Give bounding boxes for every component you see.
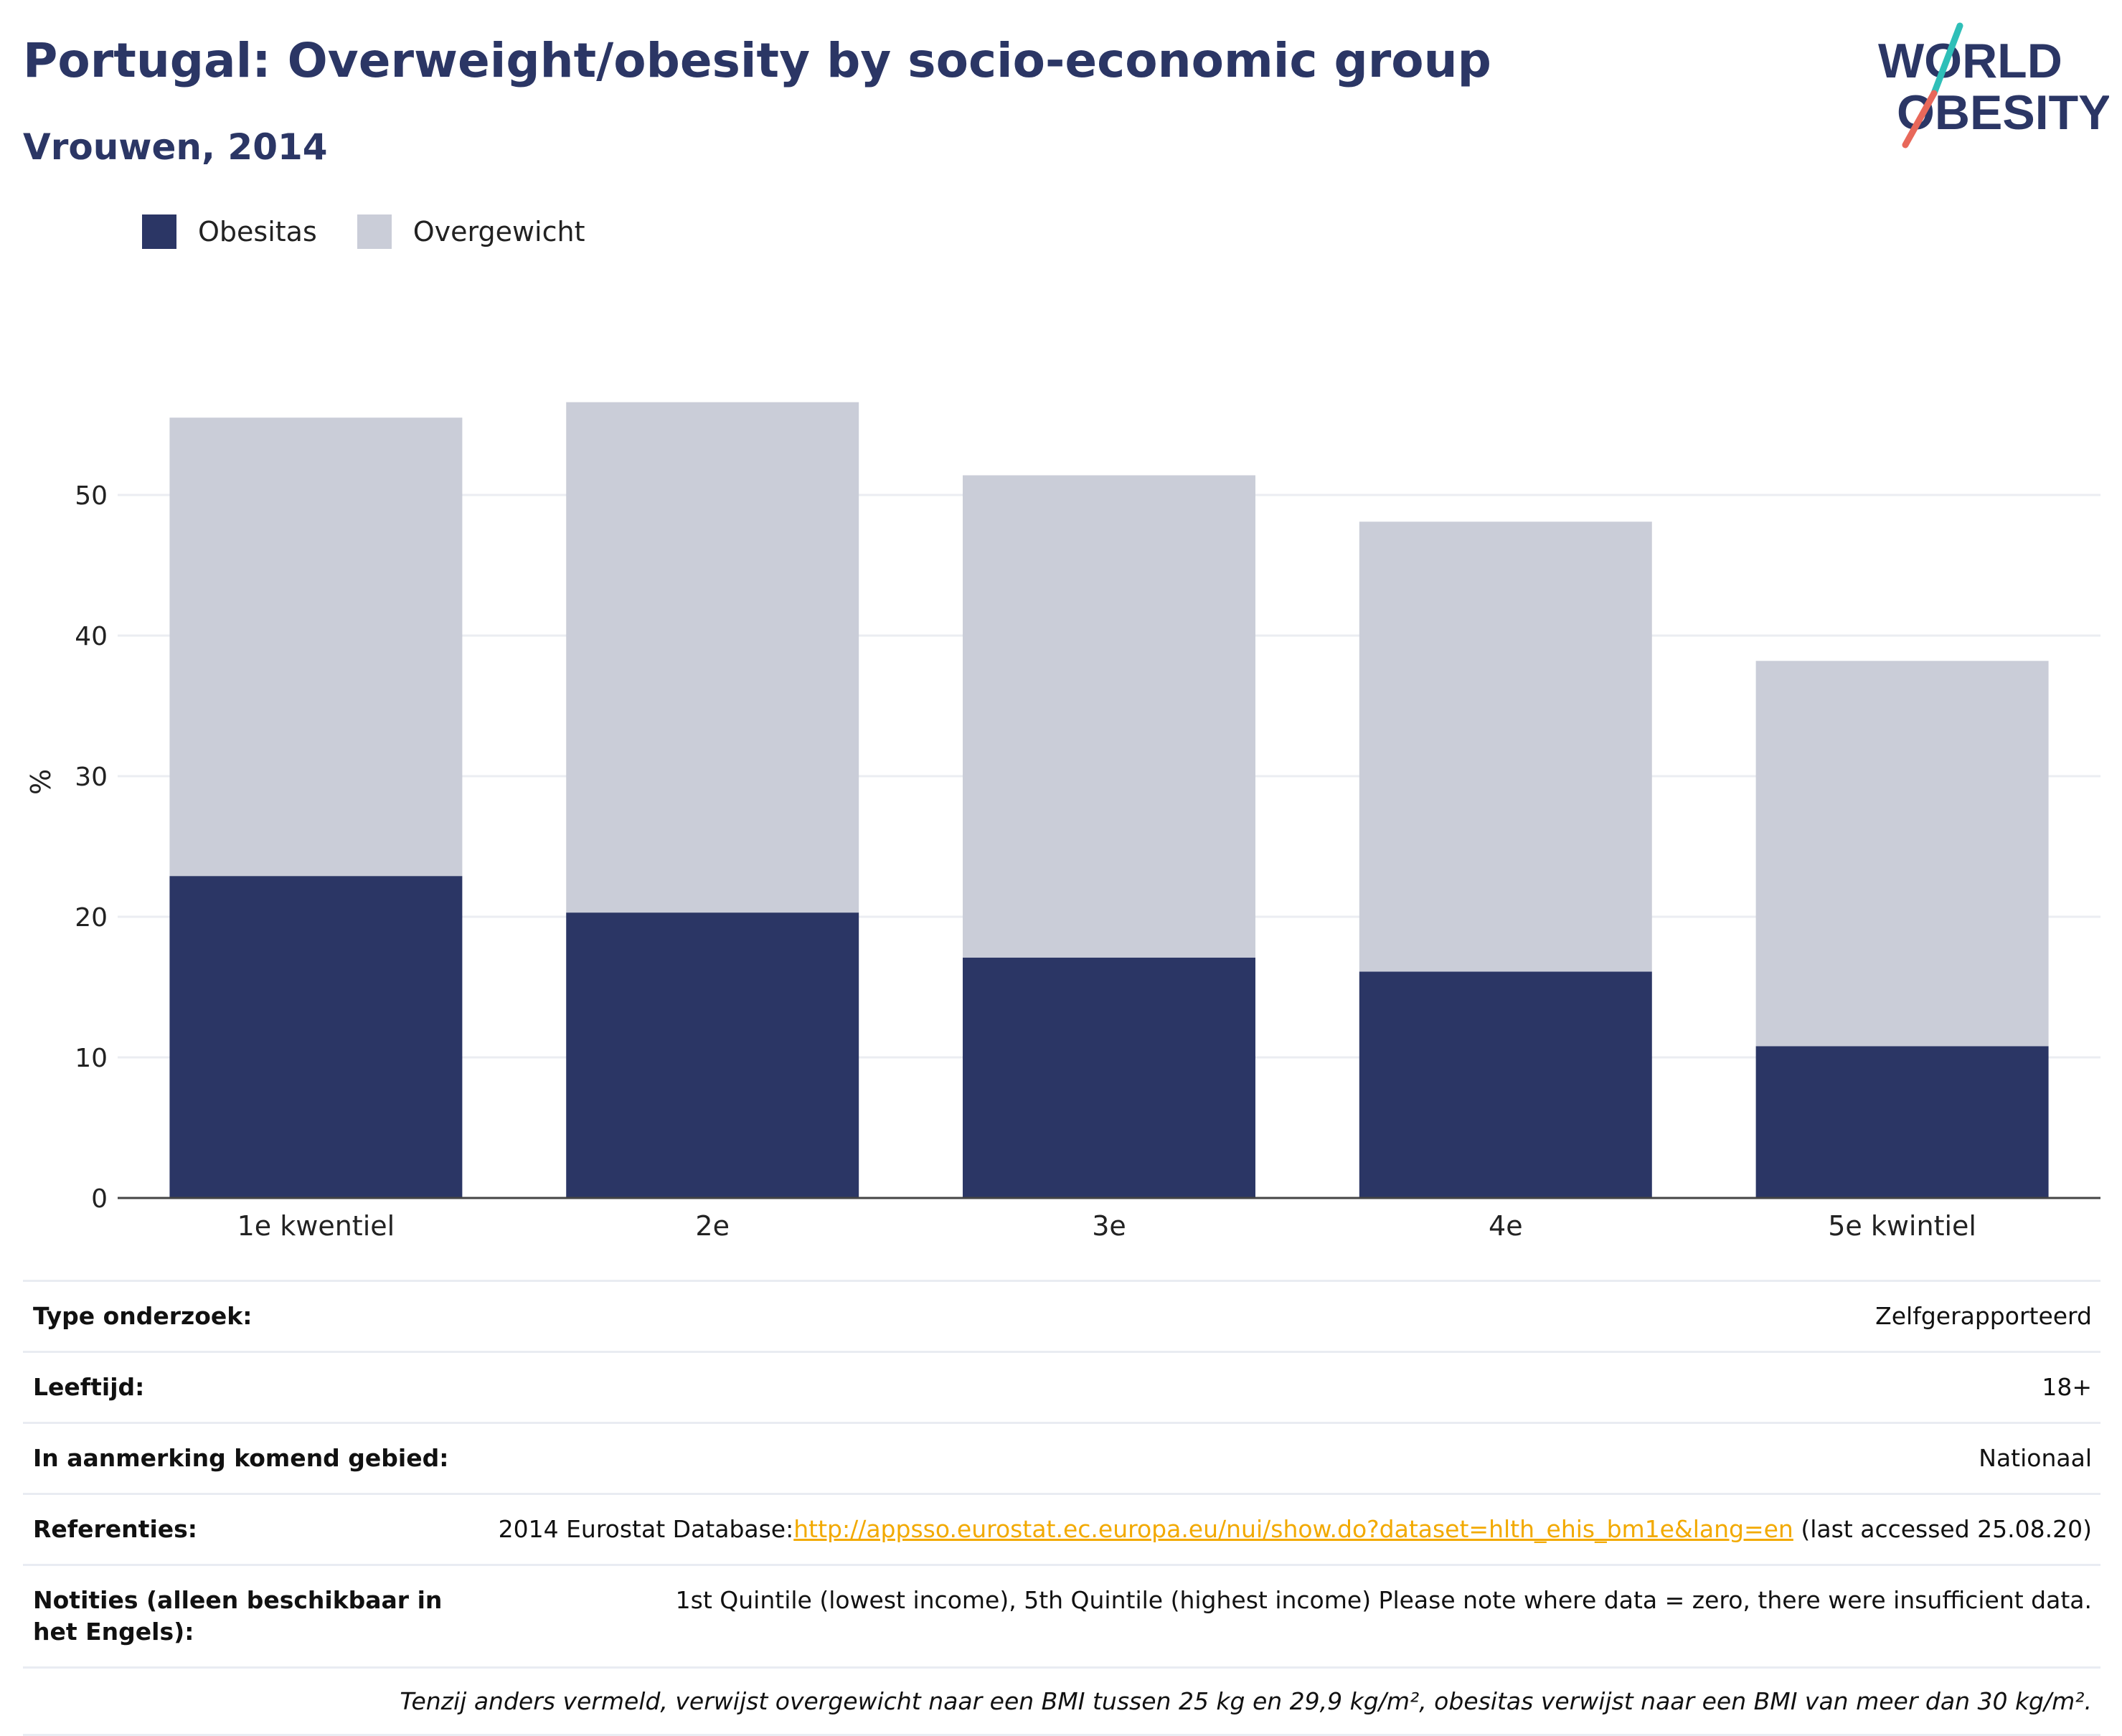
references-prefix: 2014 Eurostat Database: — [498, 1515, 794, 1543]
logo-text-obesity: OBESITY — [1897, 85, 2109, 140]
x-tick-labels: 1e kwentiel 2e 3e 4e 5e kwintiel — [237, 1210, 1976, 1242]
area-label: In aanmerking komend gebied: — [33, 1444, 449, 1472]
legend-swatch-overweight — [357, 214, 392, 249]
y-tick-labels: 0 10 20 30 40 50 — [75, 481, 108, 1214]
y-tick-label: 10 — [75, 1044, 108, 1073]
area-value: Nationaal — [1979, 1444, 2092, 1472]
y-axis-label: % — [25, 769, 57, 795]
x-tick-label: 2e — [695, 1210, 730, 1242]
logo-slash-red-icon — [1902, 90, 1938, 148]
references-label: Referenties: — [33, 1515, 197, 1543]
info-row-survey: Type onderzoek: Zelfgerapporteerd — [23, 1280, 2100, 1351]
bar-overweight[interactable] — [169, 418, 463, 877]
age-label: Leeftijd: — [33, 1373, 145, 1401]
info-row-area: In aanmerking komend gebied: Nationaal — [23, 1422, 2100, 1493]
bar-obesity[interactable] — [169, 876, 463, 1198]
bar-overweight[interactable] — [963, 475, 1255, 958]
legend-label-obesity: Obesitas — [198, 216, 317, 247]
footnote: Tenzij anders vermeld, verwijst overgewi… — [400, 1687, 2092, 1715]
y-tick-label: 30 — [75, 763, 108, 792]
bar-obesity[interactable] — [566, 912, 859, 1198]
bar-obesity[interactable] — [963, 957, 1255, 1198]
bar-overweight[interactable] — [1755, 661, 2049, 1047]
legend-item-obesity[interactable]: Obesitas — [142, 214, 317, 249]
references-link[interactable]: http://appsso.eurostat.ec.europa.eu/nui/… — [793, 1515, 1793, 1543]
info-row-notes: Notities (alleen beschikbaar in het Enge… — [23, 1564, 2100, 1666]
bar-overweight[interactable] — [566, 402, 859, 913]
chart-legend: Obesitas Overgewicht — [142, 212, 626, 251]
bar-obesity[interactable] — [1359, 971, 1652, 1198]
x-tick-label: 4e — [1489, 1210, 1523, 1242]
survey-value: Zelfgerapporteerd — [1875, 1302, 2092, 1330]
bar-obesity[interactable] — [1755, 1046, 2049, 1198]
x-tick-label: 5e kwintiel — [1828, 1210, 1976, 1242]
references-value: 2014 Eurostat Database:http://appsso.eur… — [499, 1514, 2092, 1545]
legend-swatch-obesity — [142, 214, 176, 249]
info-row-footnote: Tenzij anders vermeld, verwijst overgewi… — [23, 1666, 2100, 1736]
x-tick-label: 1e kwentiel — [237, 1210, 395, 1242]
logo-text-world: WORLD — [1878, 34, 2062, 88]
notes-label: Notities (alleen beschikbaar in het Enge… — [33, 1586, 443, 1646]
info-row-age: Leeftijd: 18+ — [23, 1351, 2100, 1422]
stacked-bar-chart: 0 10 20 30 40 50 1e kwentiel 2e 3e 4e 5e kwintiel… — [25, 402, 2100, 1242]
x-tick-label: 3e — [1092, 1210, 1126, 1242]
info-row-references: Referenties: 2014 Eurostat Database:http… — [23, 1493, 2100, 1564]
notes-value: 1st Quintile (lowest income), 5th Quinti… — [675, 1586, 2092, 1614]
y-tick-label: 20 — [75, 903, 108, 933]
y-tick-label: 50 — [75, 481, 108, 511]
world-obesity-logo: WORLD OBESITY — [1878, 22, 2109, 148]
y-tick-label: 40 — [75, 622, 108, 651]
info-table: Type onderzoek: Zelfgerapporteerd Leefti… — [23, 1280, 2100, 1736]
legend-item-overweight[interactable]: Overgewicht — [357, 214, 585, 249]
survey-label: Type onderzoek: — [33, 1302, 253, 1330]
logo-slash-teal-icon — [1930, 22, 1963, 97]
bar-overweight[interactable] — [1359, 522, 1652, 972]
age-value: 18+ — [2042, 1373, 2092, 1401]
legend-label-overweight: Overgewicht — [412, 216, 585, 247]
y-tick-label: 0 — [91, 1184, 108, 1214]
references-suffix: (last accessed 25.08.20) — [1793, 1515, 2092, 1543]
page-subtitle: Vrouwen, 2014 — [23, 126, 328, 168]
page-title: Portugal: Overweight/obesity by socio-ec… — [23, 33, 1491, 88]
bars — [118, 402, 2100, 1199]
